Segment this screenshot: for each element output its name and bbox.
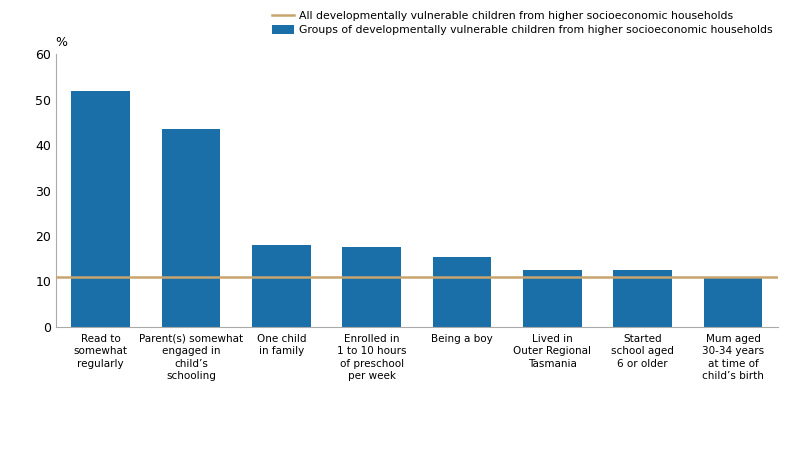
Text: %: % — [56, 36, 67, 49]
Bar — [342, 247, 401, 327]
Bar — [703, 277, 762, 327]
Legend: All developmentally vulnerable children from higher socioeconomic households, Gr: All developmentally vulnerable children … — [272, 11, 773, 35]
Bar — [252, 245, 310, 327]
Bar — [523, 270, 582, 327]
Bar — [433, 257, 491, 327]
Bar — [71, 91, 130, 327]
Bar — [162, 129, 221, 327]
Bar — [613, 270, 672, 327]
